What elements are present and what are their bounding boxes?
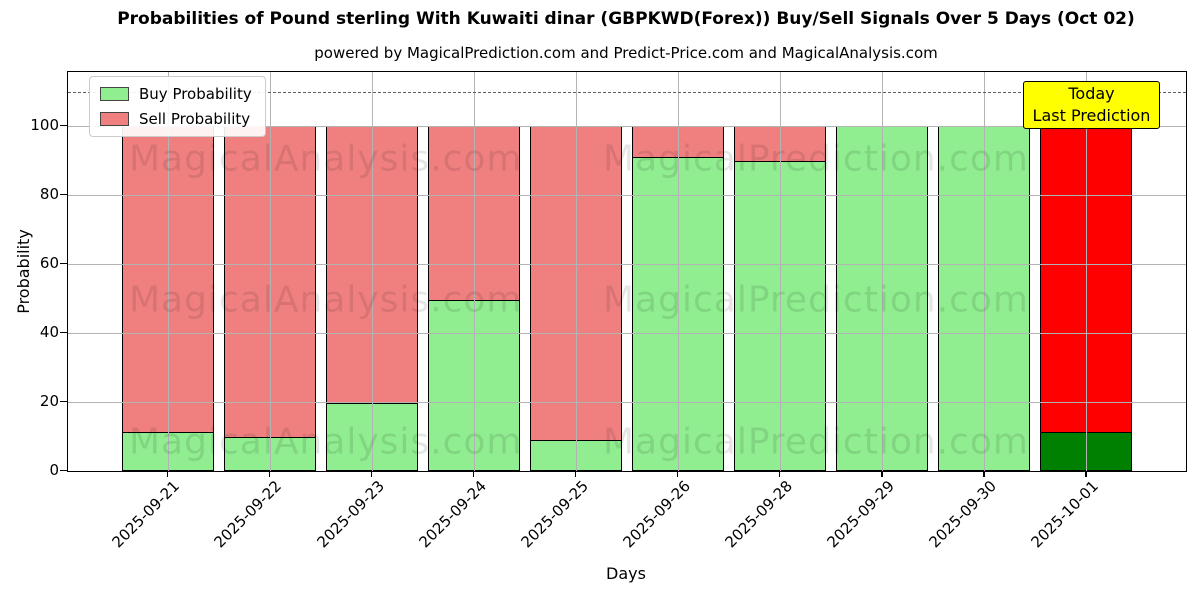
x-tick: [677, 471, 679, 477]
sell-swatch-icon: [100, 112, 129, 126]
grid-line-v: [1086, 72, 1088, 471]
grid-line-v: [780, 72, 782, 471]
x-tick-label: 2025-09-22: [211, 477, 286, 552]
x-tick: [779, 471, 781, 477]
legend-label-sell: Sell Probability: [139, 110, 251, 128]
x-tick-label: 2025-09-21: [108, 477, 184, 552]
chart-subtitle: powered by MagicalPrediction.com and Pre…: [314, 44, 938, 62]
x-tick-label: 2025-09-28: [721, 477, 796, 552]
y-tick-label: 20: [39, 392, 59, 411]
grid-line-v: [984, 72, 986, 471]
x-tick: [370, 471, 373, 477]
y-tick: [60, 332, 67, 334]
y-tick: [60, 125, 67, 127]
y-tick: [60, 194, 67, 196]
y-tick-label: 0: [49, 461, 59, 479]
grid-line-v: [678, 72, 680, 471]
grid-line-v: [167, 72, 169, 471]
watermark-text: MagicalPrediction.com: [603, 279, 1029, 321]
dashed-threshold-line: [68, 91, 1186, 93]
watermark-text: MagicalAnalysis.com: [129, 138, 523, 180]
x-tick-label: 2025-10-01: [1027, 477, 1103, 552]
y-tick: [60, 470, 67, 472]
chart-title: Probabilities of Pound sterling With Kuw…: [117, 9, 1135, 29]
x-axis-label: Days: [606, 564, 646, 583]
x-tick: [574, 471, 577, 477]
legend-label-buy: Buy Probability: [139, 85, 252, 103]
watermark-text: MagicalPrediction.com: [603, 421, 1029, 463]
x-tick: [881, 471, 883, 477]
watermark-text: MagicalAnalysis.com: [129, 421, 523, 463]
x-tick-label: 2025-09-23: [313, 477, 388, 552]
grid-line-h: [68, 333, 1186, 335]
x-tick-label: 2025-09-25: [517, 477, 592, 552]
y-tick-label: 60: [39, 254, 59, 273]
grid-line-v: [473, 72, 475, 471]
today-annotation-line2: Last Prediction: [1032, 106, 1151, 125]
legend-item-buy: Buy Probability: [100, 85, 252, 103]
watermark-text: MagicalPrediction.com: [603, 138, 1029, 180]
x-tick: [166, 471, 168, 477]
grid-line-v: [371, 72, 373, 471]
buy-swatch-icon: [100, 87, 129, 101]
grid-line-h: [68, 195, 1186, 197]
grid-line-v: [882, 72, 884, 471]
x-tick: [1085, 471, 1087, 477]
grid-line-v: [575, 72, 577, 471]
x-tick: [268, 471, 270, 477]
y-tick: [60, 401, 67, 403]
grid-line-h: [68, 126, 1186, 128]
today-annotation: Today Last Prediction: [1023, 81, 1160, 129]
legend: Buy Probability Sell Probability: [89, 76, 266, 137]
y-tick-label: 80: [39, 185, 59, 204]
y-tick-label: 100: [30, 116, 59, 135]
today-annotation-line1: Today: [1068, 84, 1115, 104]
y-tick: [60, 263, 67, 265]
x-tick-label: 2025-09-24: [415, 477, 490, 552]
x-tick-label: 2025-09-26: [619, 477, 694, 552]
legend-item-sell: Sell Probability: [100, 110, 252, 128]
y-tick-label: 40: [39, 323, 59, 342]
watermark-text: MagicalAnalysis.com: [129, 279, 523, 321]
grid-line-h: [68, 264, 1186, 266]
plot-area: Buy Probability Sell Probability Today L…: [67, 71, 1187, 472]
x-tick-label: 2025-09-30: [925, 477, 1001, 552]
x-tick: [472, 471, 475, 477]
x-tick-label: 2025-09-29: [823, 477, 898, 552]
x-tick: [983, 471, 985, 477]
grid-line-h: [68, 402, 1186, 404]
grid-line-v: [269, 72, 271, 471]
